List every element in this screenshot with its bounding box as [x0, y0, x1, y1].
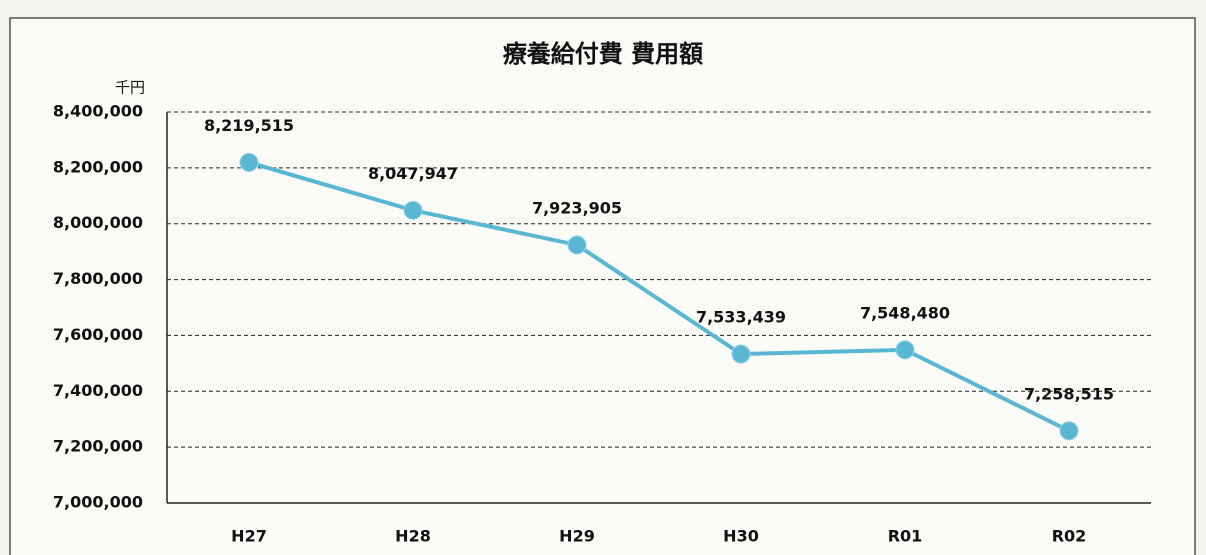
point — [239, 152, 259, 172]
x-tick-label: R02 — [1052, 527, 1087, 546]
data-label: 7,548,480 — [860, 303, 950, 322]
x-tick-label: H27 — [231, 527, 267, 546]
chart-frame — [9, 17, 1196, 555]
y-tick-label: 8,400,000 — [53, 102, 143, 121]
y-tick-label: 8,000,000 — [53, 213, 143, 232]
y-tick-label: 7,200,000 — [53, 437, 143, 456]
y-unit: 千円 — [115, 79, 145, 97]
data-label: 8,047,947 — [368, 164, 458, 183]
x-tick-label: H29 — [559, 527, 595, 546]
x-tick-label: H28 — [395, 527, 431, 546]
line — [248, 160, 1070, 433]
data-label: 8,219,515 — [204, 116, 294, 135]
point — [567, 235, 587, 255]
point — [731, 344, 751, 364]
y-tick-label: 7,600,000 — [53, 325, 143, 344]
chart-title: 療養給付費 費用額 — [503, 40, 703, 68]
point — [403, 200, 423, 220]
data-label: 7,533,439 — [696, 308, 786, 327]
y-tick-label: 8,200,000 — [53, 157, 143, 176]
point — [1059, 421, 1079, 441]
y-tick-label: 7,400,000 — [53, 381, 143, 400]
point — [895, 340, 915, 360]
y-tick-label: 7,800,000 — [53, 269, 143, 288]
y-tick-label: 7,000,000 — [53, 493, 143, 512]
data-label: 7,258,515 — [1024, 384, 1114, 403]
x-tick-label: H30 — [723, 527, 759, 546]
data-label: 7,923,905 — [532, 198, 622, 217]
x-tick-label: R01 — [888, 527, 923, 546]
